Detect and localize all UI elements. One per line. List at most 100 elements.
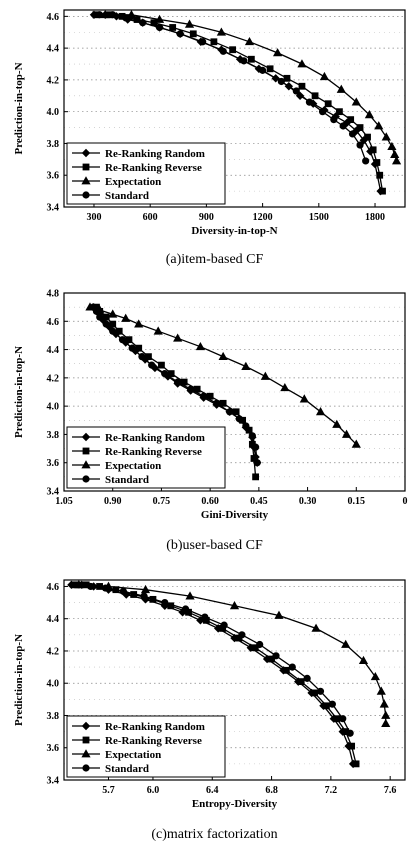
data-point-square xyxy=(185,608,192,616)
data-point-circle xyxy=(303,674,311,682)
data-point-circle xyxy=(328,700,336,708)
data-point-circle xyxy=(87,582,95,591)
data-point-circle xyxy=(109,11,117,19)
data-point-triangle xyxy=(376,686,386,695)
y-tick-label: 3.6 xyxy=(47,458,60,469)
data-point-square xyxy=(376,171,384,179)
data-point-circle xyxy=(75,581,83,589)
y-tick-label: 4.6 xyxy=(47,582,60,593)
data-point-circle xyxy=(318,108,327,116)
y-tick-label: 3.6 xyxy=(47,743,60,754)
plot-frame xyxy=(63,579,406,781)
data-point-circle xyxy=(339,122,347,130)
data-point-square xyxy=(283,74,291,82)
x-tick-label: 0.75 xyxy=(153,496,171,507)
data-point-circle xyxy=(138,353,146,361)
data-point-triangle xyxy=(154,14,165,23)
data-point-square xyxy=(311,92,319,100)
data-point-square xyxy=(169,24,177,31)
series-triangle xyxy=(100,9,402,165)
data-point-circle xyxy=(248,432,256,440)
data-point-circle xyxy=(161,598,169,607)
x-axis-label: Diversity-in-top-N xyxy=(191,225,277,237)
data-point-circle xyxy=(226,408,234,416)
data-point-circle xyxy=(256,640,264,649)
data-point-triangle xyxy=(195,341,205,351)
data-point-circle xyxy=(101,584,110,592)
data-point-square xyxy=(206,392,214,400)
data-point-square xyxy=(145,353,152,361)
data-point-triangle xyxy=(358,655,369,665)
x-tick-label: 5.7 xyxy=(102,785,115,796)
data-point-triangle xyxy=(241,361,251,370)
data-point-square xyxy=(70,581,78,589)
y-tick-label: 4.2 xyxy=(47,646,60,657)
legend-marker-diamond xyxy=(81,721,91,731)
data-point-triangle xyxy=(299,394,309,403)
data-point-diamond xyxy=(196,616,205,625)
legend-entry: Expectation xyxy=(105,749,161,761)
data-point-circle xyxy=(220,621,228,629)
data-point-circle xyxy=(176,30,184,38)
data-point-square xyxy=(229,46,237,54)
data-point-circle xyxy=(272,652,280,660)
data-point-square xyxy=(251,644,259,652)
data-point-triangle xyxy=(364,110,375,119)
legend-marker-square xyxy=(82,163,90,171)
y-tick-label: 4.6 xyxy=(47,317,60,328)
legend-entry: Standard xyxy=(105,474,149,486)
legend-marker-triangle xyxy=(81,176,91,185)
series-circle xyxy=(89,303,261,467)
data-point-triangle xyxy=(379,699,389,708)
data-point-circle xyxy=(235,415,243,423)
data-point-circle xyxy=(356,141,364,149)
x-tick-label: 7.6 xyxy=(384,785,397,796)
y-tick-label: 4.8 xyxy=(47,289,60,300)
legend-entry: Standard xyxy=(105,763,149,775)
data-point-square xyxy=(266,65,274,73)
y-tick-label: 3.8 xyxy=(47,139,60,150)
data-point-circle xyxy=(219,47,227,55)
data-point-circle xyxy=(155,23,164,32)
plot-frame xyxy=(63,9,406,208)
data-point-square xyxy=(333,715,341,723)
data-point-square xyxy=(248,440,256,448)
data-point-triangle xyxy=(319,71,330,81)
plot-frame xyxy=(63,292,406,492)
data-point-circle xyxy=(238,631,246,639)
data-point-triangle xyxy=(341,639,351,648)
y-axis-label: Prediction-in-top-N xyxy=(13,634,25,726)
data-point-circle xyxy=(174,378,182,386)
legend-entry: Expectation xyxy=(105,460,161,472)
data-point-square xyxy=(379,187,386,195)
x-tick-label: 1800 xyxy=(365,212,385,223)
data-point-circle xyxy=(201,613,209,621)
data-point-circle xyxy=(161,370,169,378)
x-tick-label: 0 xyxy=(403,496,408,507)
data-point-square xyxy=(167,370,175,378)
data-point-circle xyxy=(200,392,208,400)
data-point-circle xyxy=(140,592,148,600)
data-point-triangle xyxy=(297,59,307,68)
data-point-circle xyxy=(96,313,104,321)
data-point-circle xyxy=(277,77,285,86)
x-tick-label: 0.60 xyxy=(201,496,219,507)
data-point-square xyxy=(92,11,100,19)
data-point-triangle xyxy=(184,19,195,28)
legend-marker-triangle xyxy=(81,460,91,469)
y-tick-label: 3.4 xyxy=(47,487,60,498)
data-point-square xyxy=(180,378,188,386)
data-point-circle xyxy=(305,98,314,106)
legend: Re-Ranking Random Re-Ranking Reverse Expec… xyxy=(66,715,226,778)
data-point-triangle xyxy=(108,309,118,318)
x-tick-label: 6.8 xyxy=(265,785,278,796)
data-point-square xyxy=(342,728,350,736)
data-point-square xyxy=(102,313,110,321)
data-point-triangle xyxy=(391,156,402,165)
data-point-circle xyxy=(240,57,248,65)
data-point-circle xyxy=(199,38,207,46)
x-axis-label: Gini-Diversity xyxy=(201,509,269,521)
data-point-circle xyxy=(118,336,127,344)
data-point-square xyxy=(311,689,318,697)
legend-marker-diamond xyxy=(81,148,91,158)
